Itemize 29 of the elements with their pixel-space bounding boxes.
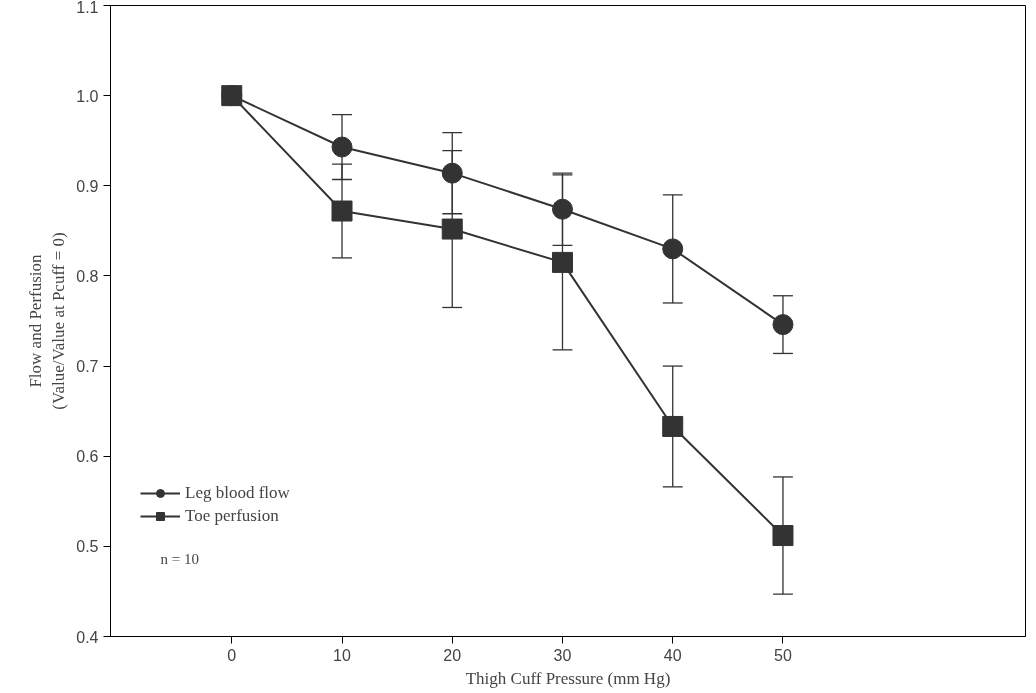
- x-tick-label: 50: [774, 646, 792, 664]
- x-tick-label: 30: [553, 646, 572, 664]
- y-tick-label: 1.1: [76, 0, 99, 16]
- x-tick-label: 10: [333, 646, 352, 664]
- point: [662, 415, 684, 437]
- point: [331, 200, 353, 222]
- y-tick-label: 0.7: [76, 358, 99, 376]
- y-tick-label: 0.6: [76, 448, 99, 466]
- annotation: n = 10: [160, 550, 199, 567]
- point: [441, 162, 463, 184]
- x-tick-label: 40: [663, 646, 682, 664]
- legend-label: Toe perfusion: [185, 506, 279, 526]
- y-tick-label: 0.9: [76, 177, 99, 195]
- point: [441, 218, 463, 240]
- point: [551, 251, 573, 273]
- point: [662, 238, 684, 260]
- legend-label: Leg blood flow: [185, 483, 290, 503]
- x-axis-title: Thigh Cuff Pressure (mm Hg): [465, 668, 671, 688]
- y-tick-label: 0.8: [76, 267, 99, 285]
- point: [772, 314, 794, 336]
- point: [551, 198, 573, 220]
- x-tick-label: 0: [227, 646, 237, 664]
- y-tick-label: 0.4: [76, 628, 99, 646]
- y-tick-label: 0.5: [76, 538, 99, 556]
- x-tick-label: 20: [443, 646, 462, 664]
- point: [772, 525, 794, 547]
- point: [331, 136, 353, 158]
- y-axis-title: Flow and Perfusion (Value/Value at Pcuff = 0): [26, 232, 69, 410]
- y-tick-label: 1.0: [76, 87, 99, 105]
